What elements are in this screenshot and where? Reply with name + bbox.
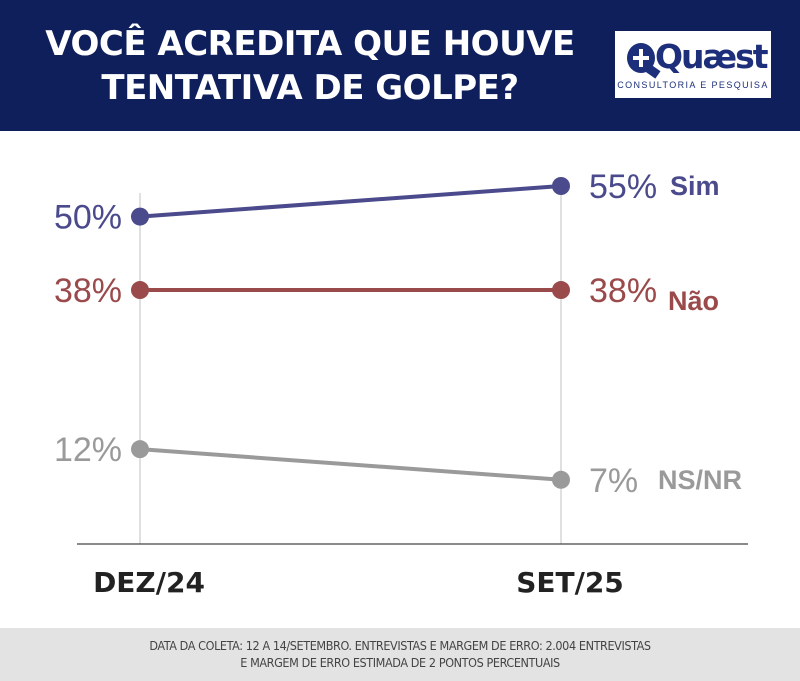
data-point bbox=[131, 207, 149, 226]
series-name-label: Não bbox=[668, 286, 719, 316]
footnote: DATA DA COLETA: 12 A 14/SETEMBRO. ENTREV… bbox=[0, 628, 800, 681]
data-label: 38% bbox=[589, 272, 657, 310]
series-line bbox=[139, 447, 562, 482]
chart-gridlines bbox=[139, 193, 562, 544]
logo-q-icon bbox=[627, 43, 655, 73]
data-label: 55% bbox=[589, 168, 657, 206]
quaest-logo: Quæst CONSULTORIA E PESQUISA bbox=[615, 31, 771, 98]
series-line bbox=[139, 184, 562, 219]
title-line-1: VOCÊ ACREDITA QUE HOUVE bbox=[45, 24, 575, 64]
page-title: VOCÊ ACREDITA QUE HOUVE TENTATIVA DE GOL… bbox=[0, 22, 620, 110]
data-label: 12% bbox=[54, 431, 122, 469]
title-line-2: TENTATIVA DE GOLPE? bbox=[101, 68, 519, 108]
data-point bbox=[552, 470, 570, 489]
data-point bbox=[131, 281, 149, 300]
series-layer: 50% 55% Sim 38% 38% Não 12% 7% NS/NR bbox=[54, 168, 742, 500]
logo-tagline: CONSULTORIA E PESQUISA bbox=[617, 80, 769, 90]
data-point bbox=[552, 281, 570, 300]
line-chart: 50% 55% Sim 38% 38% Não 12% 7% NS/NR DEZ/24 SET/2… bbox=[54, 168, 748, 599]
x-tick-label: DEZ/24 bbox=[93, 566, 205, 599]
series-0: 50% 55% Sim bbox=[54, 168, 720, 237]
series-2: 12% 7% NS/NR bbox=[54, 431, 742, 500]
footnote-line-1: DATA DA COLETA: 12 A 14/SETEMBRO. ENTREV… bbox=[149, 638, 651, 653]
data-point bbox=[131, 440, 149, 459]
data-point bbox=[552, 177, 570, 195]
logo-wordmark: Quæst bbox=[655, 37, 769, 76]
logo-plus-icon bbox=[633, 49, 649, 67]
series-name-label: NS/NR bbox=[658, 465, 742, 495]
x-tick-label: SET/25 bbox=[516, 566, 624, 599]
footnote-line-2: E MARGEM DE ERRO ESTIMADA DE 2 PONTOS PE… bbox=[240, 655, 560, 670]
data-label: 7% bbox=[589, 462, 638, 500]
x-axis-labels: DEZ/24 SET/25 bbox=[93, 566, 624, 599]
header-banner: VOCÊ ACREDITA QUE HOUVE TENTATIVA DE GOL… bbox=[0, 0, 800, 131]
series-name-label: Sim bbox=[670, 171, 720, 201]
data-label: 50% bbox=[54, 199, 122, 237]
series-1: 38% 38% Não bbox=[54, 272, 719, 316]
data-label: 38% bbox=[54, 272, 122, 310]
